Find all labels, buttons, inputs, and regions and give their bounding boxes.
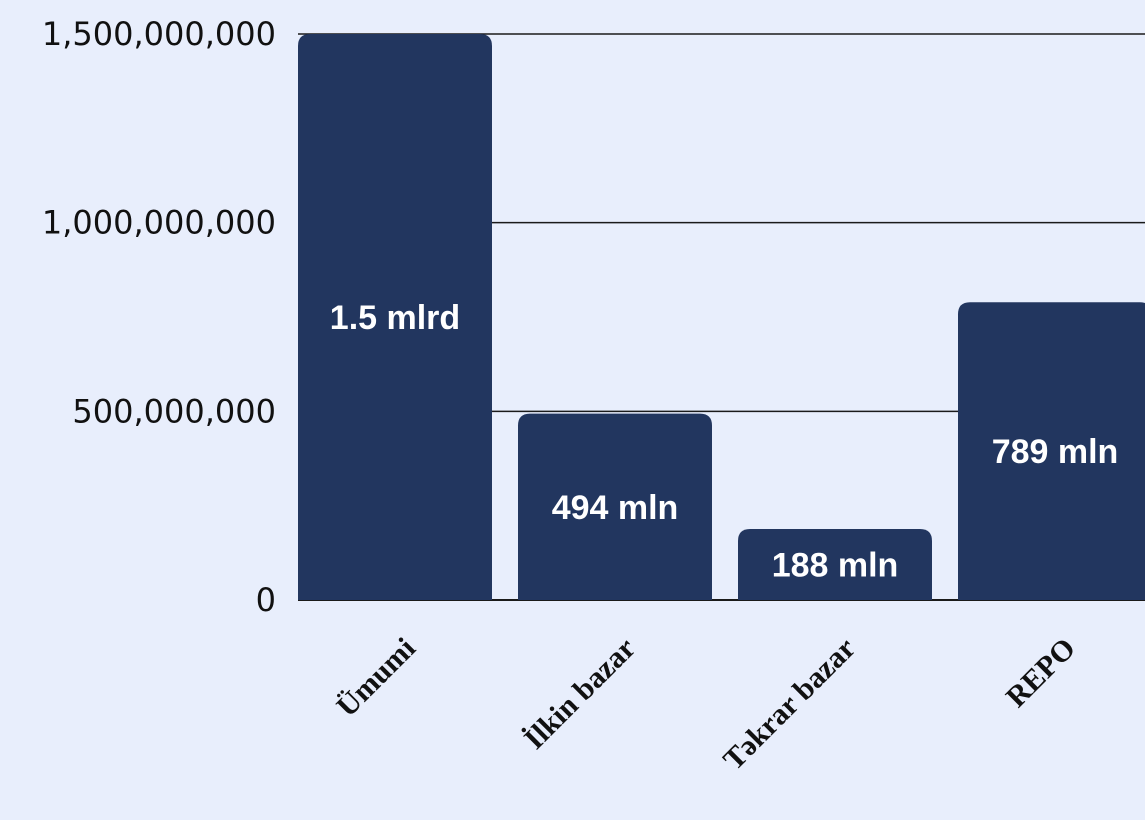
data-label: 789 mln <box>992 433 1119 471</box>
x-category-label: Ümumi <box>330 632 422 724</box>
x-category-label: REPO <box>1000 632 1082 714</box>
data-labels: 1.5 mlrd 494 mln 188 mln 789 mln <box>330 299 1119 585</box>
y-tick-label: 1,000,000,000 <box>42 204 276 242</box>
y-axis-tick-labels: 0 500,000,000 1,000,000,000 1,500,000,000 <box>42 15 276 619</box>
x-axis-category-labels: Ümumi İlkin bazar Təkrar bazar REPO <box>330 632 1082 777</box>
data-label: 188 mln <box>772 547 899 585</box>
y-tick-label: 1,500,000,000 <box>42 15 276 53</box>
data-label: 1.5 mlrd <box>330 299 460 337</box>
bar <box>298 34 492 600</box>
data-label: 494 mln <box>552 489 679 527</box>
bar <box>958 302 1145 600</box>
x-category-label: İlkin bazar <box>518 632 642 756</box>
bar <box>518 413 712 600</box>
y-tick-label: 0 <box>256 581 276 619</box>
bars <box>298 34 1145 600</box>
bar <box>738 529 932 600</box>
x-category-label: Təkrar bazar <box>717 632 862 777</box>
y-tick-label: 500,000,000 <box>72 392 276 430</box>
